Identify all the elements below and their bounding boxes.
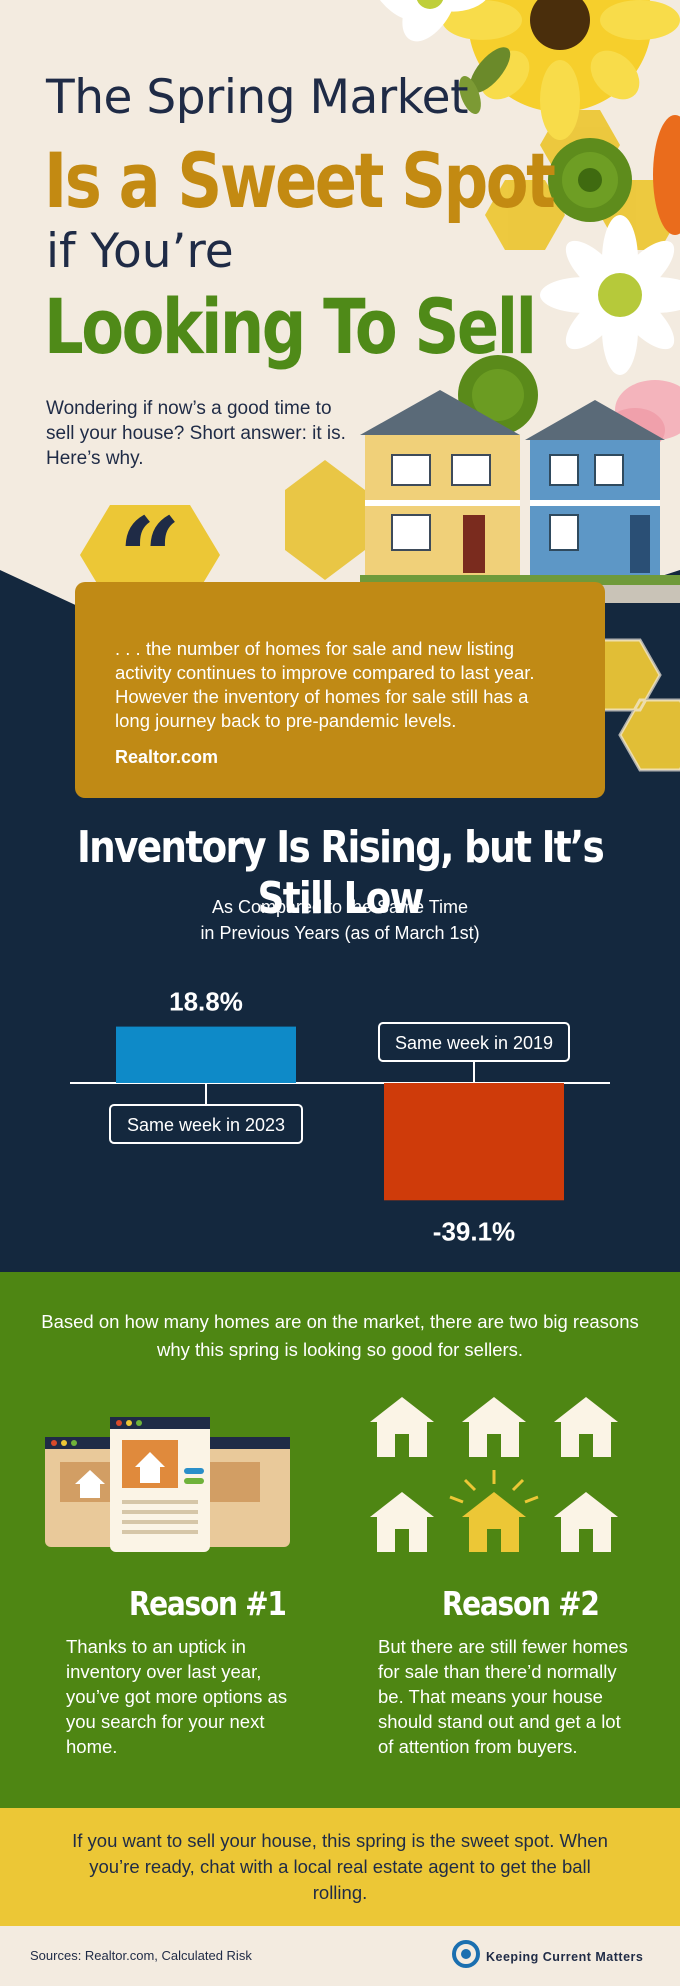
footer: Sources: Realtor.com, Calculated Risk Ke… bbox=[0, 1926, 680, 1986]
title-line-3: if You’re bbox=[46, 224, 234, 279]
reason-1-title: Reason #1 bbox=[128, 1584, 287, 1623]
chart-subtitle: As Compared to the Same Time in Previous… bbox=[0, 894, 680, 946]
reasons-section: Based on how many homes are on the marke… bbox=[0, 1272, 680, 1808]
hero-section: “ The Spring Market Is a Sweet Spot if Y… bbox=[0, 0, 680, 830]
title-line-2: Is a Sweet Spot bbox=[44, 136, 556, 225]
quote-text: . . . the number of homes for sale and n… bbox=[115, 638, 535, 731]
orange-flower-icon bbox=[653, 115, 680, 235]
reason-1-text: Thanks to an uptick in inventory over la… bbox=[66, 1636, 288, 1757]
houses-grid-icon bbox=[370, 1397, 618, 1552]
reason-2-title: Reason #2 bbox=[441, 1584, 600, 1623]
cta-section: If you want to sell your house, this spr… bbox=[0, 1808, 680, 1926]
house-illustration-icon bbox=[360, 390, 680, 603]
category-2-label-box bbox=[378, 1022, 570, 1062]
bar-chart: 18.8% Same week in 2023 -39.1% Same week in… bbox=[70, 987, 610, 1246]
quote-box: . . . the number of homes for sale and n… bbox=[75, 582, 605, 798]
cta-text: If you want to sell your house, this spr… bbox=[72, 1830, 608, 1903]
leaf-icon bbox=[459, 47, 511, 115]
category-1-label: Same week in 2023 bbox=[127, 1115, 285, 1135]
listings-browser-icon bbox=[45, 1417, 290, 1552]
reason-2-text: But there are still fewer homes for sale… bbox=[378, 1636, 628, 1757]
chart-subtitle-line-1: As Compared to the Same Time bbox=[211, 897, 469, 917]
bar-1-value-label: 18.8% bbox=[169, 987, 243, 1017]
category-1-label-box bbox=[109, 1104, 303, 1144]
title-line-1: The Spring Market bbox=[46, 70, 469, 125]
sunflower-icon bbox=[442, 0, 680, 140]
white-daisy-icon bbox=[368, 0, 490, 42]
white-flower-icon bbox=[540, 215, 680, 375]
reasons-intro: Based on how many homes are on the marke… bbox=[41, 1311, 639, 1360]
sources-text: Sources: Realtor.com, Calculated Risk bbox=[30, 1948, 252, 1963]
bar-2-value-label: -39.1% bbox=[433, 1216, 515, 1246]
green-mum-icon bbox=[548, 138, 632, 222]
bar-1 bbox=[116, 1026, 296, 1083]
intro-text: Wondering if now’s a good time to sell y… bbox=[46, 398, 346, 469]
brand-name: Keeping Current Matters bbox=[486, 1950, 644, 1964]
category-2-label: Same week in 2019 bbox=[395, 1033, 553, 1053]
chart-title: Inventory Is Rising, but It’s Still Low bbox=[76, 822, 605, 924]
kcm-logo-icon bbox=[452, 1940, 480, 1968]
bar-2 bbox=[384, 1083, 564, 1201]
title-line-4: Looking To Sell bbox=[44, 282, 537, 371]
chart-subtitle-line-2: in Previous Years (as of March 1st) bbox=[200, 923, 480, 943]
quote-source: Realtor.com bbox=[115, 747, 219, 767]
